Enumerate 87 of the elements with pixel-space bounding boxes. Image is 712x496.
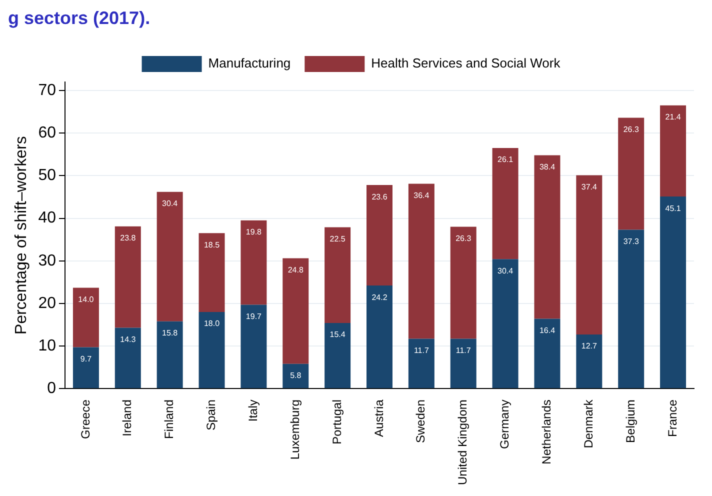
bar xyxy=(534,155,560,319)
bar xyxy=(618,118,644,230)
y-axis-title: Percentage of shift–workers xyxy=(13,136,30,334)
data-label: 9.7 xyxy=(80,354,92,364)
bar xyxy=(492,148,518,260)
data-label: 37.3 xyxy=(623,236,640,246)
bar xyxy=(198,312,225,388)
data-label: 15.8 xyxy=(162,328,178,338)
bar xyxy=(114,328,141,388)
bar xyxy=(408,338,434,388)
bar xyxy=(324,227,351,324)
data-label: 12.7 xyxy=(581,342,598,351)
data-label: 22.5 xyxy=(330,234,346,244)
bar xyxy=(618,230,644,388)
bar xyxy=(198,233,225,312)
y-tick-label: 10 xyxy=(38,337,56,354)
x-tick-label: Austria xyxy=(372,399,386,437)
data-label: 45.1 xyxy=(665,204,682,213)
x-tick-label: Finland xyxy=(162,400,176,439)
bar xyxy=(366,286,392,388)
y-tick-label: 0 xyxy=(47,380,56,398)
data-label: 19.7 xyxy=(246,312,262,321)
bar xyxy=(156,192,183,322)
bar xyxy=(324,323,351,388)
bar xyxy=(534,318,560,388)
bar xyxy=(366,185,392,286)
bar xyxy=(240,304,267,388)
data-label: 11.7 xyxy=(414,346,430,355)
x-tick-label: France xyxy=(665,399,680,437)
legend-label: Health Services and Social Work xyxy=(371,56,561,71)
data-label: 5.8 xyxy=(290,371,302,380)
data-label: 24.8 xyxy=(288,266,304,275)
bar xyxy=(240,220,267,305)
x-tick-label: Ireland xyxy=(120,400,134,436)
bar xyxy=(114,226,141,328)
x-tick-label: Luxemburg xyxy=(288,400,302,460)
y-tick-label: 60 xyxy=(38,124,56,142)
y-tick-label: 20 xyxy=(38,294,56,312)
bar xyxy=(660,105,686,197)
y-tick-label: 50 xyxy=(38,167,56,184)
x-tick-label: Spain xyxy=(204,400,218,430)
x-tick-label: Denmark xyxy=(581,398,596,448)
data-label: 14.0 xyxy=(78,294,94,304)
data-label: 14.3 xyxy=(120,334,136,344)
x-tick-label: Sweden xyxy=(414,400,428,443)
x-tick-label: Netherlands xyxy=(540,400,554,464)
bar xyxy=(492,259,518,388)
data-label: 18.0 xyxy=(204,319,220,328)
legend-label: Manufacturing xyxy=(208,56,291,71)
bar xyxy=(282,258,309,364)
bar xyxy=(660,196,686,388)
x-tick-label: Belgium xyxy=(623,400,638,443)
data-label: 26.3 xyxy=(623,124,640,134)
data-label: 23.6 xyxy=(372,192,388,202)
data-label: 23.8 xyxy=(120,234,136,243)
x-tick-label: Greece xyxy=(78,399,92,439)
data-label: 16.4 xyxy=(539,326,556,335)
bar xyxy=(576,334,602,388)
bar xyxy=(282,364,309,388)
chart-title: g sectors (2017). xyxy=(8,8,152,30)
data-label: 30.4 xyxy=(498,266,514,276)
y-tick-label: 70 xyxy=(38,82,56,99)
data-label: 36.4 xyxy=(414,190,430,200)
data-label: 37.4 xyxy=(581,182,598,192)
x-tick-label: Portugal xyxy=(330,400,344,444)
x-tick-label: Italy xyxy=(246,400,260,422)
data-label: 38.4 xyxy=(539,162,556,172)
x-tick-label: United Kingdom xyxy=(456,400,470,486)
y-tick-label: 40 xyxy=(38,210,56,227)
data-label: 18.5 xyxy=(204,240,220,250)
data-label: 11.7 xyxy=(456,346,472,355)
bar xyxy=(72,347,99,388)
data-label: 24.2 xyxy=(372,292,388,302)
bar xyxy=(450,226,476,339)
data-label: 26.3 xyxy=(456,234,472,243)
bar xyxy=(156,321,183,388)
data-label: 26.1 xyxy=(498,155,514,164)
data-label: 21.4 xyxy=(665,112,682,122)
data-label: 30.4 xyxy=(162,199,178,208)
data-label: 19.8 xyxy=(246,228,262,237)
bar xyxy=(450,338,476,388)
data-label: 15.4 xyxy=(330,330,346,340)
bar xyxy=(408,184,434,339)
x-tick-label: Germany xyxy=(498,400,512,449)
bar xyxy=(72,288,99,348)
y-tick-label: 30 xyxy=(38,252,56,270)
bar xyxy=(576,175,602,335)
